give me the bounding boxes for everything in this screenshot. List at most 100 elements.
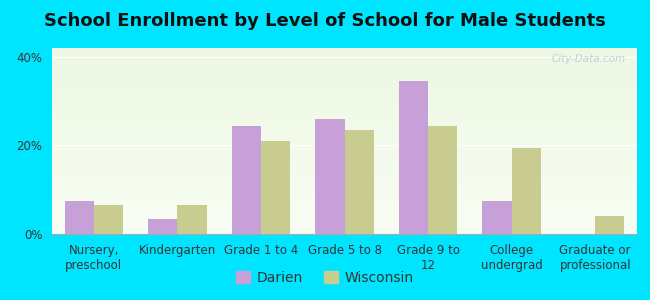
Bar (52, 180, 637, 182)
Bar (52, 65, 637, 67)
Bar (94, 205, 123, 234)
Bar (52, 80, 637, 82)
Bar (52, 163, 637, 165)
Bar (52, 124, 637, 126)
Bar (52, 178, 637, 180)
Bar (52, 182, 637, 184)
Bar (52, 214, 637, 215)
Bar (52, 115, 637, 117)
Bar (52, 106, 637, 107)
Bar (52, 189, 637, 191)
Bar (64, 201, 94, 234)
Bar (52, 202, 637, 204)
Bar (344, 130, 374, 234)
Bar (52, 87, 637, 89)
Bar (52, 141, 637, 143)
Bar (52, 67, 637, 68)
Bar (595, 216, 625, 234)
Bar (52, 156, 637, 158)
Bar (52, 135, 637, 137)
Bar (399, 81, 428, 234)
Bar (52, 100, 637, 102)
Bar (52, 122, 637, 124)
Bar (52, 130, 637, 132)
Legend: Darien, Wisconsin: Darien, Wisconsin (231, 265, 419, 290)
Bar (482, 201, 512, 234)
Bar (52, 117, 637, 119)
Bar (52, 193, 637, 195)
Bar (52, 204, 637, 206)
Bar (52, 148, 637, 150)
Bar (315, 119, 344, 234)
Bar (52, 191, 637, 193)
Bar (52, 76, 637, 78)
Bar (52, 98, 637, 100)
Bar (52, 147, 637, 148)
Bar (52, 121, 637, 122)
Bar (52, 128, 637, 130)
Bar (52, 83, 637, 85)
Bar (52, 150, 637, 152)
Bar (52, 126, 637, 128)
Bar (52, 221, 637, 223)
Text: City-Data.com: City-Data.com (551, 54, 625, 64)
Bar (52, 223, 637, 225)
Bar (512, 148, 541, 234)
Bar (52, 167, 637, 169)
Bar (52, 212, 637, 214)
Bar (52, 158, 637, 160)
Bar (52, 104, 637, 106)
Bar (52, 232, 637, 234)
Bar (52, 74, 637, 76)
Bar (52, 199, 637, 200)
Bar (52, 137, 637, 139)
Bar (52, 63, 637, 65)
Bar (52, 52, 637, 54)
Bar (52, 61, 637, 63)
Bar (231, 125, 261, 234)
Bar (52, 72, 637, 74)
Bar (52, 225, 637, 226)
Bar (52, 89, 637, 91)
Bar (52, 217, 637, 219)
Bar (52, 145, 637, 147)
Bar (52, 110, 637, 111)
Bar (52, 172, 637, 175)
Bar (52, 161, 637, 163)
Bar (52, 96, 637, 98)
Bar (52, 219, 637, 221)
Bar (52, 176, 637, 178)
Bar (52, 94, 637, 96)
Bar (52, 208, 637, 210)
Bar (52, 59, 637, 61)
Bar (52, 195, 637, 197)
Bar (52, 184, 637, 186)
Text: School Enrollment by Level of School for Male Students: School Enrollment by Level of School for… (44, 12, 606, 30)
Bar (52, 78, 637, 80)
Bar (52, 215, 637, 217)
Bar (52, 226, 637, 228)
Bar (52, 171, 637, 172)
Bar (52, 228, 637, 230)
Bar (52, 200, 637, 202)
Bar (52, 188, 637, 189)
Bar (52, 68, 637, 70)
Bar (52, 82, 637, 83)
Bar (52, 134, 637, 135)
Bar (52, 230, 637, 232)
Bar (52, 119, 637, 121)
Bar (52, 93, 637, 94)
Bar (52, 160, 637, 161)
Bar (52, 70, 637, 72)
Bar (52, 102, 637, 104)
Bar (52, 210, 637, 212)
Bar (52, 132, 637, 134)
Bar (52, 152, 637, 154)
Bar (52, 169, 637, 171)
Bar (52, 48, 637, 50)
Bar (52, 85, 637, 87)
Bar (52, 139, 637, 141)
Bar (52, 113, 637, 115)
Bar (52, 154, 637, 156)
Bar (428, 125, 458, 234)
